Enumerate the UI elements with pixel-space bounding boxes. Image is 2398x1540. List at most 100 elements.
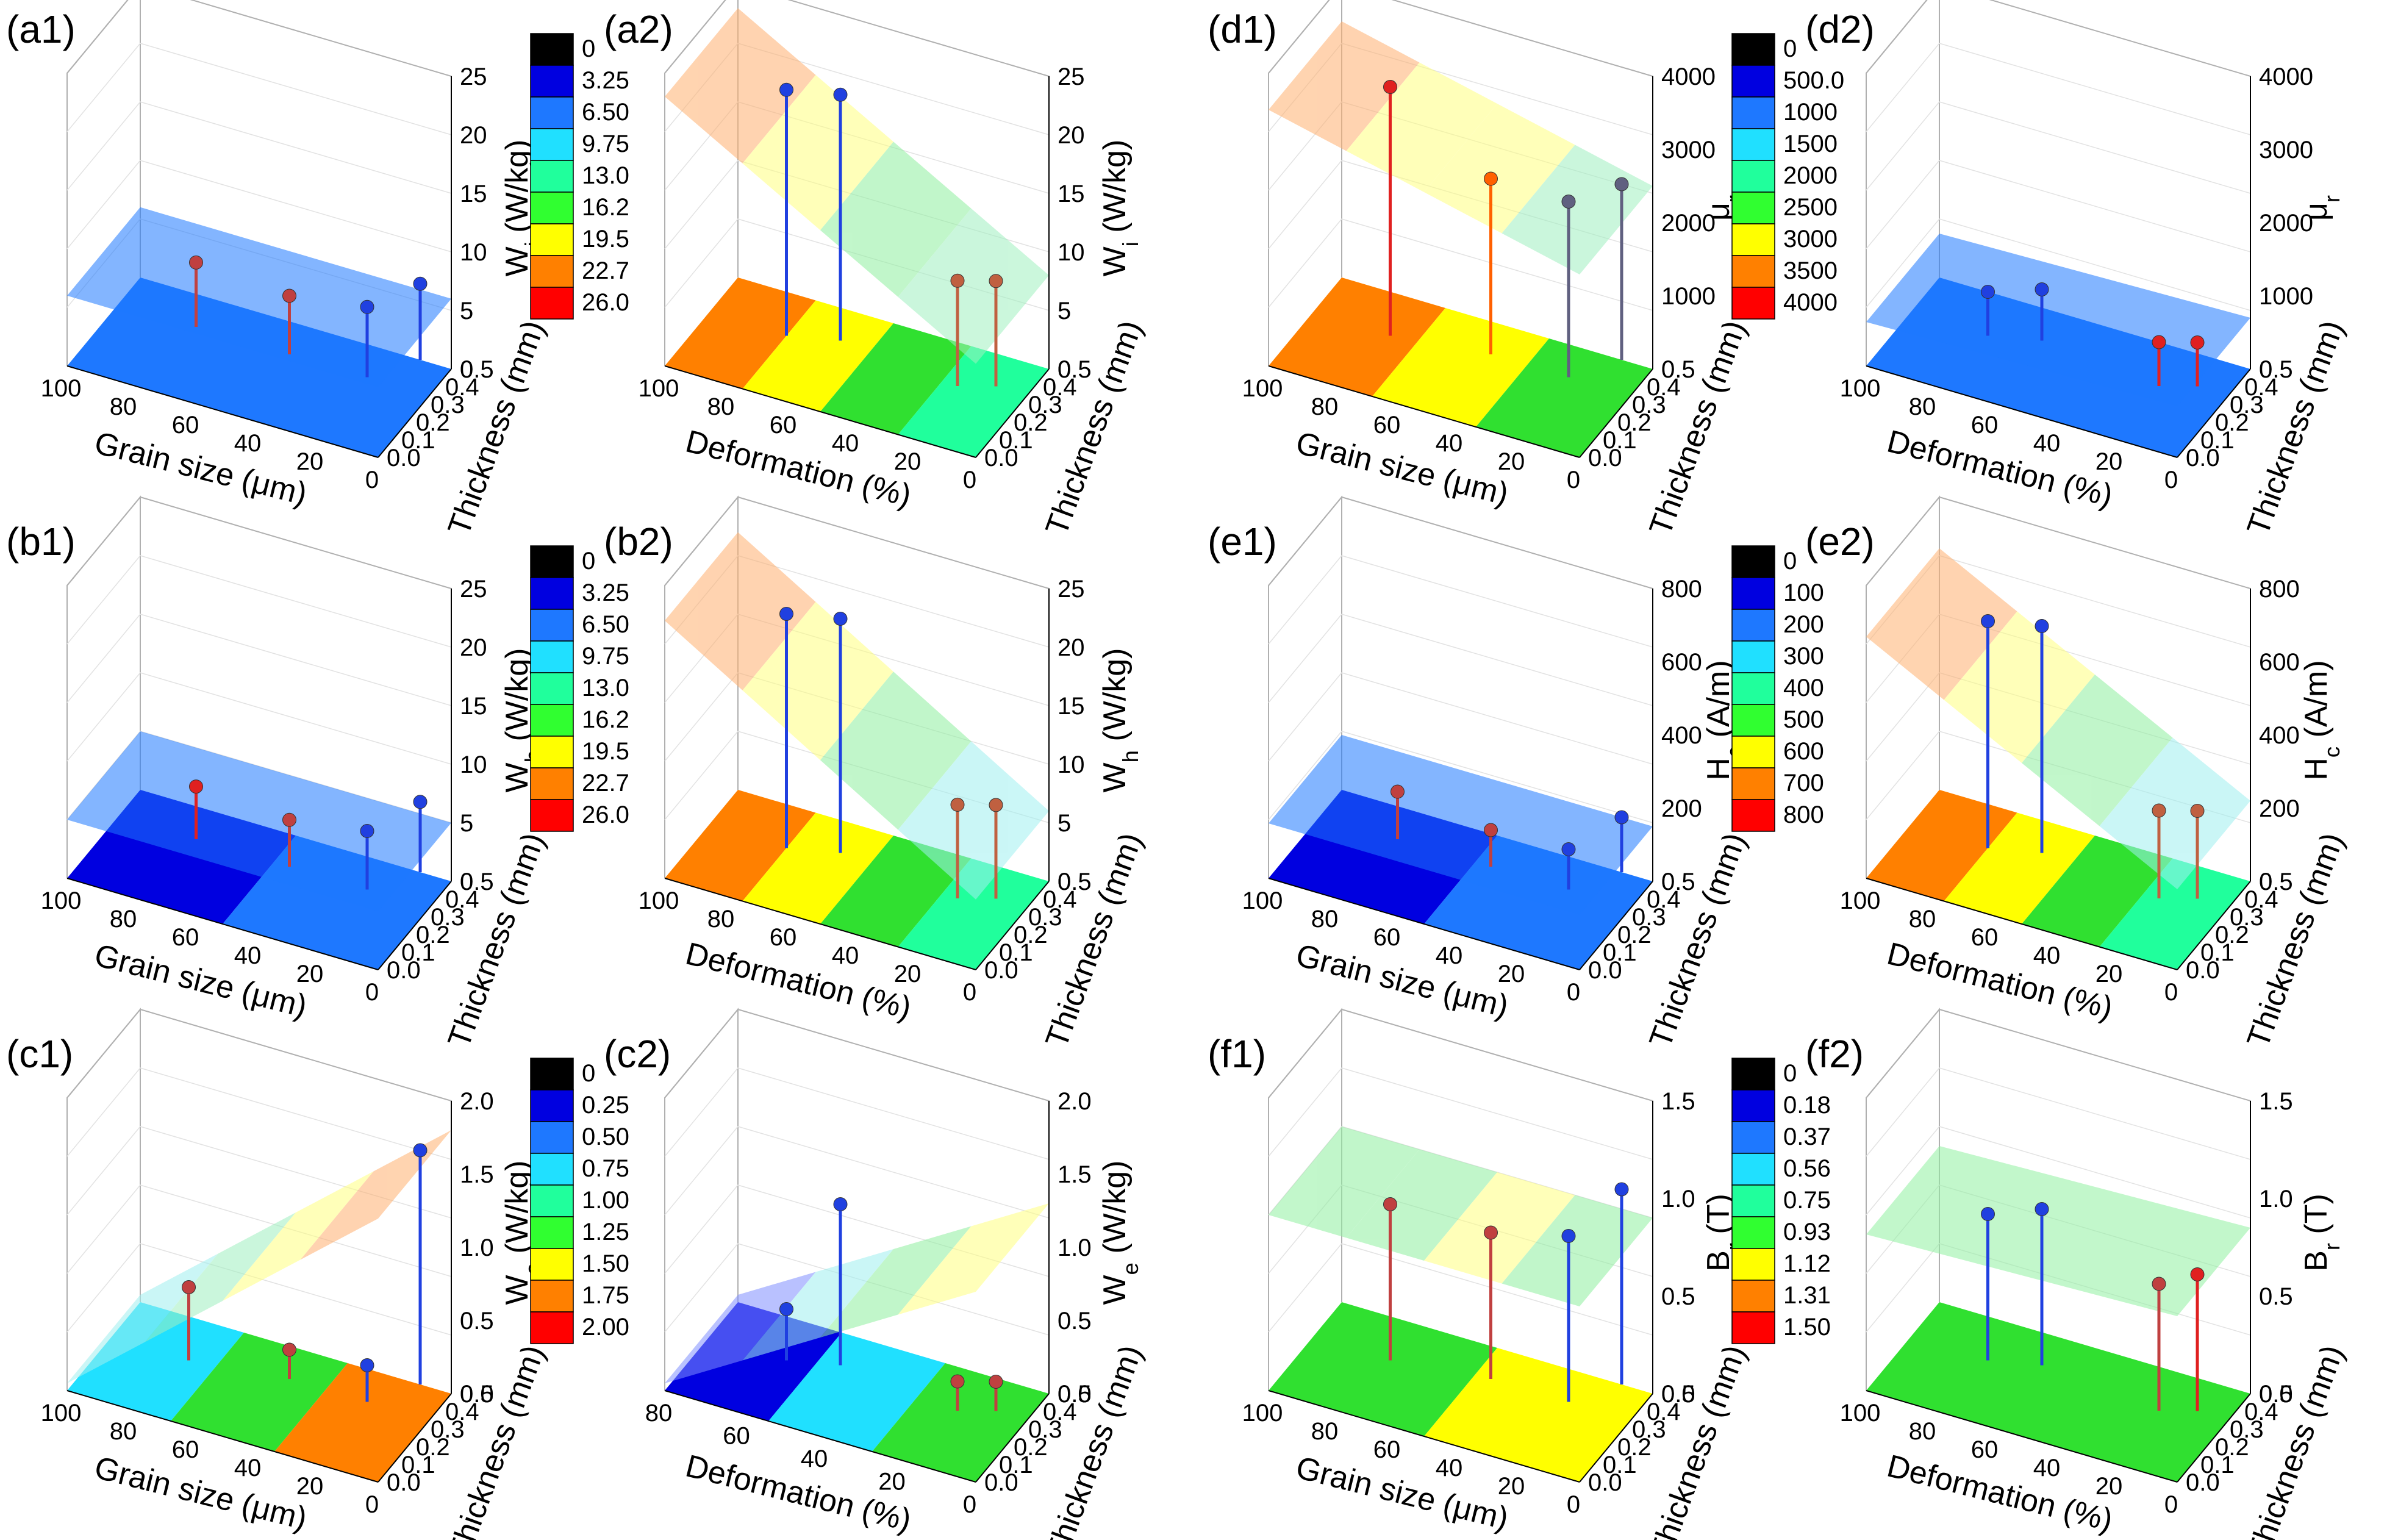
x-tick-label: 20: [1498, 961, 1525, 987]
y-tick-label: 0.1: [1603, 939, 1637, 966]
x-tick-label: 80: [110, 906, 137, 933]
x-tick-label: 40: [1436, 942, 1463, 969]
x-tick-label: 80: [707, 906, 735, 933]
surface-band-0: [1269, 735, 1653, 915]
point-marker-1: [833, 1197, 848, 1211]
x-tick-label: 40: [234, 942, 262, 969]
y-tick-label: 0.2: [416, 1434, 450, 1461]
point-marker-0: [1981, 1207, 1995, 1221]
point-marker-3: [989, 274, 1003, 288]
z-tick-label: 0.5: [2259, 1283, 2293, 1310]
colorbar-label: 0: [1783, 1060, 1797, 1087]
data-points: [1390, 784, 1629, 890]
x-tick-label: 40: [2033, 1455, 2061, 1481]
panel-label: (c2): [604, 1032, 671, 1076]
y-axis-title: Thickness (mm): [1039, 316, 1150, 540]
colorbar-swatch: [530, 1121, 574, 1154]
x-tick-label: 20: [2096, 1473, 2123, 1500]
z-tick-label: 800: [2259, 576, 2300, 603]
y-tick-label: 0.3: [431, 392, 465, 418]
colorbar-swatch: [1731, 545, 1775, 578]
colorbar-swatch: [530, 192, 574, 224]
point-marker-0: [1981, 614, 1995, 628]
colorbar-swatch: [1731, 640, 1775, 673]
colorbar-swatch: [530, 287, 574, 320]
x-tick-label: 80: [1909, 906, 1936, 933]
point-marker-2: [360, 824, 374, 838]
x-tick-label: 40: [1436, 1455, 1463, 1481]
point-marker-3: [989, 798, 1003, 812]
panel-label: (b1): [6, 520, 76, 564]
floor-band-1: [171, 1333, 348, 1452]
y-tick-label: 0.1: [401, 939, 435, 966]
x-tick-label: 40: [2033, 942, 2061, 969]
y-tick-label: 0.5: [2259, 1381, 2293, 1408]
z-axis: 0.00.51.01.52.0We (W/kg): [451, 1088, 545, 1408]
z-tick-label: 1.0: [1058, 1234, 1092, 1261]
floor-contour: [665, 278, 1049, 457]
colorbar-label: 3.25: [582, 67, 629, 94]
surface: [67, 207, 451, 387]
panel-label: (c1): [6, 1032, 73, 1076]
y-tick-label: 0.1: [401, 427, 435, 454]
y-tick-label: 0.5: [460, 868, 494, 895]
point-marker-3: [2190, 335, 2205, 349]
z-tick-label: 0.0: [460, 1381, 494, 1408]
y-axis-title: Thickness (mm): [2241, 316, 2351, 540]
z-tick-label: 600: [2259, 649, 2300, 676]
z-tick-label: 0.0: [1058, 1381, 1092, 1408]
point-marker-0: [779, 1302, 793, 1316]
z-tick-label: 0.5: [1661, 1283, 1695, 1310]
y-tick-label: 0.5: [2259, 356, 2293, 383]
colorbar: 0 0.18 0.37 0.56 0.75 0.93 1.12 1.31 1.50: [1731, 1058, 1831, 1344]
colorbar-swatch: [530, 96, 574, 129]
x-tick-label: 80: [1311, 906, 1339, 933]
x-tick-label: 60: [172, 412, 199, 439]
colorbar: 0 100 200 300 400 500 600 700 800: [1731, 545, 1824, 832]
colorbar-swatch: [530, 1216, 574, 1249]
point-marker-1: [282, 288, 296, 303]
z-axis: 0.00.51.01.52.0We (W/kg): [1048, 1088, 1143, 1408]
colorbar-swatch: [1731, 1153, 1775, 1186]
z-tick-label: 0.0: [1661, 1381, 1695, 1408]
colorbar-swatch: [530, 255, 574, 288]
y-tick-label: 0.2: [2215, 409, 2249, 436]
y-tick-label: 0.3: [1028, 1416, 1062, 1443]
point-marker-3: [413, 1143, 428, 1158]
point-marker-2: [1561, 842, 1576, 856]
colorbar: 0 3.25 6.50 9.75 13.0 16.2 19.5 22.7 26.0: [530, 33, 629, 320]
colorbar-label: 100: [1783, 579, 1824, 606]
y-tick-label: 0.0: [2186, 957, 2220, 984]
point-marker-1: [1484, 1225, 1498, 1240]
panel-e1: 100 80 60 40 20 0 Grain size (μm) 0.0 0.1 0.2 0.3 0…: [1201, 495, 1824, 1052]
point-marker-0: [1390, 784, 1405, 799]
y-tick-label: 0.4: [1647, 374, 1681, 401]
surface-band-3: [898, 741, 1049, 900]
x-tick-label: 20: [878, 1469, 906, 1495]
z-tick-label: 10: [460, 751, 487, 778]
colorbar-swatch: [1731, 767, 1775, 800]
colorbar-swatch: [1731, 609, 1775, 642]
x-axis-title: Grain size (μm): [91, 425, 310, 512]
z-tick-label: 1000: [2259, 283, 2313, 310]
x-tick-label: 0: [2164, 467, 2178, 493]
z-tick-label: 0.5: [460, 1308, 494, 1334]
point-marker-2: [2152, 803, 2166, 818]
point-marker-0: [1981, 285, 1995, 299]
colorbar-swatch: [1731, 255, 1775, 288]
x-axis-title: Deformation (%): [1883, 1449, 2116, 1539]
point-marker-0: [182, 1280, 196, 1294]
point-marker-0: [189, 779, 203, 794]
colorbar-swatch: [1731, 128, 1775, 161]
x-tick-label: 100: [1840, 375, 1881, 402]
y-tick-label: 0.0: [1588, 957, 1622, 984]
data-points: [1383, 80, 1629, 378]
gridlines: [1268, 555, 1653, 823]
floor-band-2: [872, 1363, 1049, 1482]
y-tick-label: 0.5: [1058, 356, 1092, 383]
z-tick-label: 2000: [2259, 210, 2313, 237]
z-tick-label: 4000: [1661, 63, 1716, 90]
y-tick-label: 0.4: [1647, 886, 1681, 913]
surface: [1269, 21, 1653, 274]
